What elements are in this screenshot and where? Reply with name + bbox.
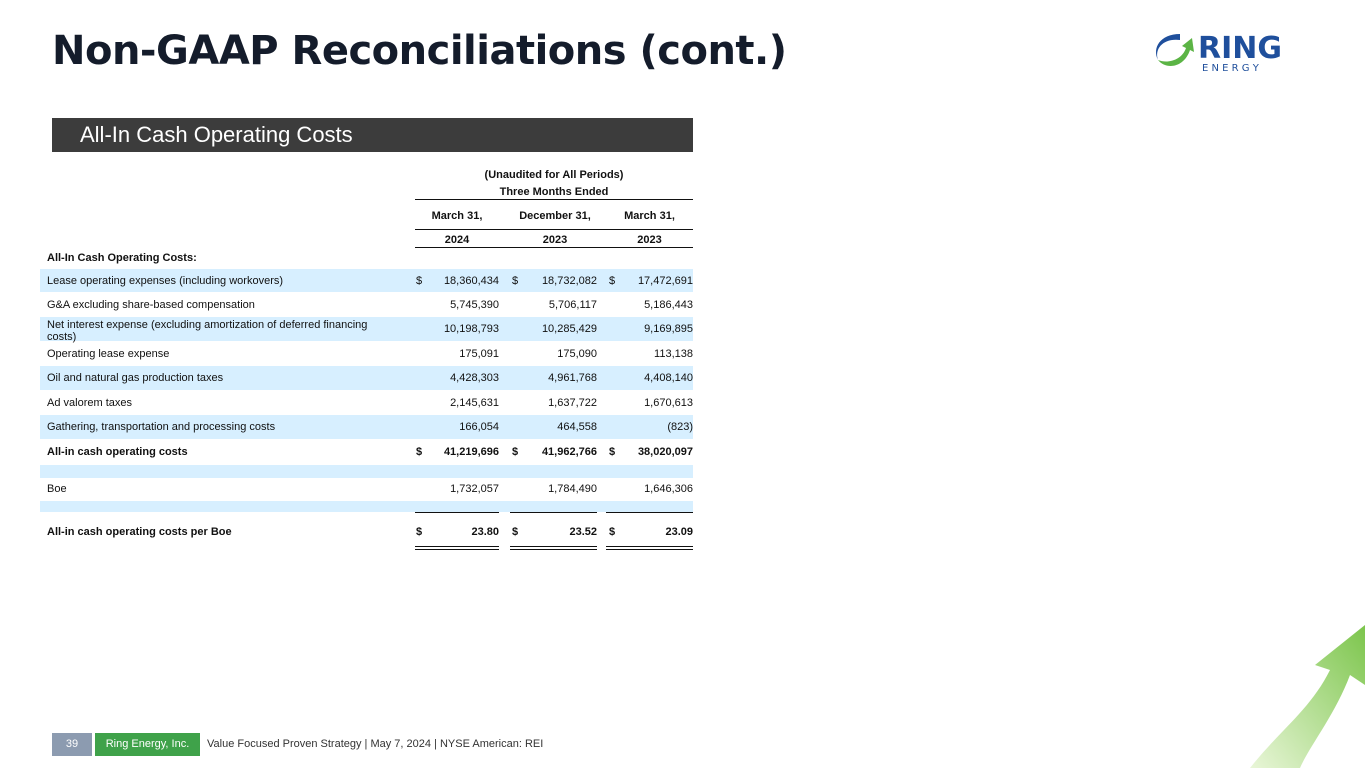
- row-label: Oil and natural gas production taxes: [47, 372, 224, 384]
- cell-value: 41,219,696: [443, 446, 499, 458]
- currency-symbol: $: [512, 446, 519, 458]
- cell-value: 4,428,303: [450, 372, 499, 384]
- cell-value: 166,054: [459, 421, 499, 433]
- table-row: Ad valorem taxes 2,145,631 1,637,722 1,670,…: [40, 391, 693, 414]
- cell-value: 18,732,082: [541, 274, 597, 287]
- section-heading: All-In Cash Operating Costs:: [47, 252, 197, 264]
- row-label: All-in cash operating costs: [47, 446, 188, 458]
- cell-value: 464,558: [557, 421, 597, 433]
- svg-text:E N E R G Y: E N E R G Y: [1202, 63, 1260, 74]
- row-label: All-in cash operating costs per Boe: [47, 526, 232, 538]
- cell-value: 18,360,434: [443, 274, 499, 287]
- three-months-label: Three Months Ended: [499, 186, 609, 198]
- currency-symbol: $: [512, 526, 519, 538]
- cell-value: 5,186,443: [644, 298, 693, 311]
- table-row: Operating lease expense 175,091 175,090 113…: [40, 342, 693, 365]
- row-label: Net interest expense (excluding amortiza…: [47, 319, 368, 343]
- row-label: G&A excluding share-based compensation: [47, 298, 255, 311]
- arrow-graphic: [1250, 625, 1365, 768]
- footer-company: Ring Energy, Inc.: [95, 733, 200, 756]
- cell-value: 23.52: [569, 526, 597, 538]
- page-title: Non-GAAP Reconciliations (cont.): [52, 28, 787, 74]
- cell-value: 5,706,117: [548, 298, 597, 311]
- currency-symbol: $: [416, 526, 423, 538]
- currency-symbol: $: [609, 526, 616, 538]
- row-label: Ad valorem taxes: [47, 396, 132, 409]
- table-row: Net interest expense (excluding amortiza…: [40, 317, 693, 343]
- row-label: Lease operating expenses (including work…: [47, 274, 284, 287]
- row-label: Operating lease expense: [47, 347, 170, 360]
- cell-value: 38,020,097: [637, 446, 693, 458]
- cell-value: 10,198,793: [443, 323, 499, 335]
- cell-value: 113,138: [654, 347, 693, 360]
- row-label: Boe: [47, 483, 67, 495]
- table-row: Gathering, transportation and processing…: [40, 415, 693, 439]
- cell-value: 4,961,768: [548, 372, 597, 384]
- page-number: 39: [52, 733, 92, 756]
- cell-value: 1,646,306: [644, 483, 693, 495]
- cell-value: 1,732,057: [450, 483, 499, 495]
- currency-symbol: $: [512, 274, 519, 287]
- table-row: G&A excluding share-based compensation 5,…: [40, 293, 693, 316]
- currency-symbol: $: [416, 274, 423, 287]
- row-label: Gathering, transportation and processing…: [47, 421, 276, 433]
- col-year-2: 2023: [637, 234, 662, 246]
- svg-text:RING: RING: [1198, 31, 1282, 66]
- col-year-1: 2023: [542, 234, 568, 246]
- cell-value: 1,670,613: [644, 396, 693, 409]
- currency-symbol: $: [609, 446, 616, 458]
- table-row: Boe 1,732,057 1,784,490 1,646,306: [40, 478, 693, 500]
- section-banner: All-In Cash Operating Costs: [52, 118, 693, 152]
- cell-value: 41,962,766: [541, 446, 597, 458]
- cell-value: 1,637,722: [548, 396, 597, 409]
- cell-value: 175,090: [557, 347, 597, 360]
- unaudited-label: (Unaudited for All Periods): [484, 169, 624, 181]
- currency-symbol: $: [609, 274, 616, 287]
- ring-energy-logo: RING E N E R G Y: [1150, 26, 1320, 76]
- col-month-1: December 31,: [519, 210, 591, 222]
- cell-value: 9,169,895: [644, 323, 693, 335]
- col-month-2: March 31,: [624, 210, 675, 222]
- table-row: Oil and natural gas production taxes 4,42…: [40, 366, 693, 390]
- cell-value: 23.80: [471, 526, 499, 538]
- cell-value: 2,145,631: [450, 396, 499, 409]
- col-month-0: March 31,: [431, 210, 483, 222]
- cell-value: 175,091: [459, 347, 499, 360]
- cell-value: 4,408,140: [644, 372, 693, 384]
- table-row: All-in cash operating costs per Boe $23.8…: [40, 520, 693, 544]
- col-year-0: 2024: [444, 234, 470, 246]
- table-row: All-in cash operating costs $41,219,696 $4…: [40, 440, 693, 464]
- table-row: Lease operating expenses (including work…: [40, 269, 693, 292]
- cell-value: 5,745,390: [450, 298, 499, 311]
- cell-value: (823): [667, 421, 693, 433]
- cell-value: 17,472,691: [637, 274, 693, 287]
- cell-value: 23.09: [665, 526, 693, 538]
- cell-value: 1,784,490: [548, 483, 597, 495]
- footer-text: Value Focused Proven Strategy | May 7, 2…: [207, 738, 544, 750]
- currency-symbol: $: [416, 446, 423, 458]
- cell-value: 10,285,429: [541, 323, 597, 335]
